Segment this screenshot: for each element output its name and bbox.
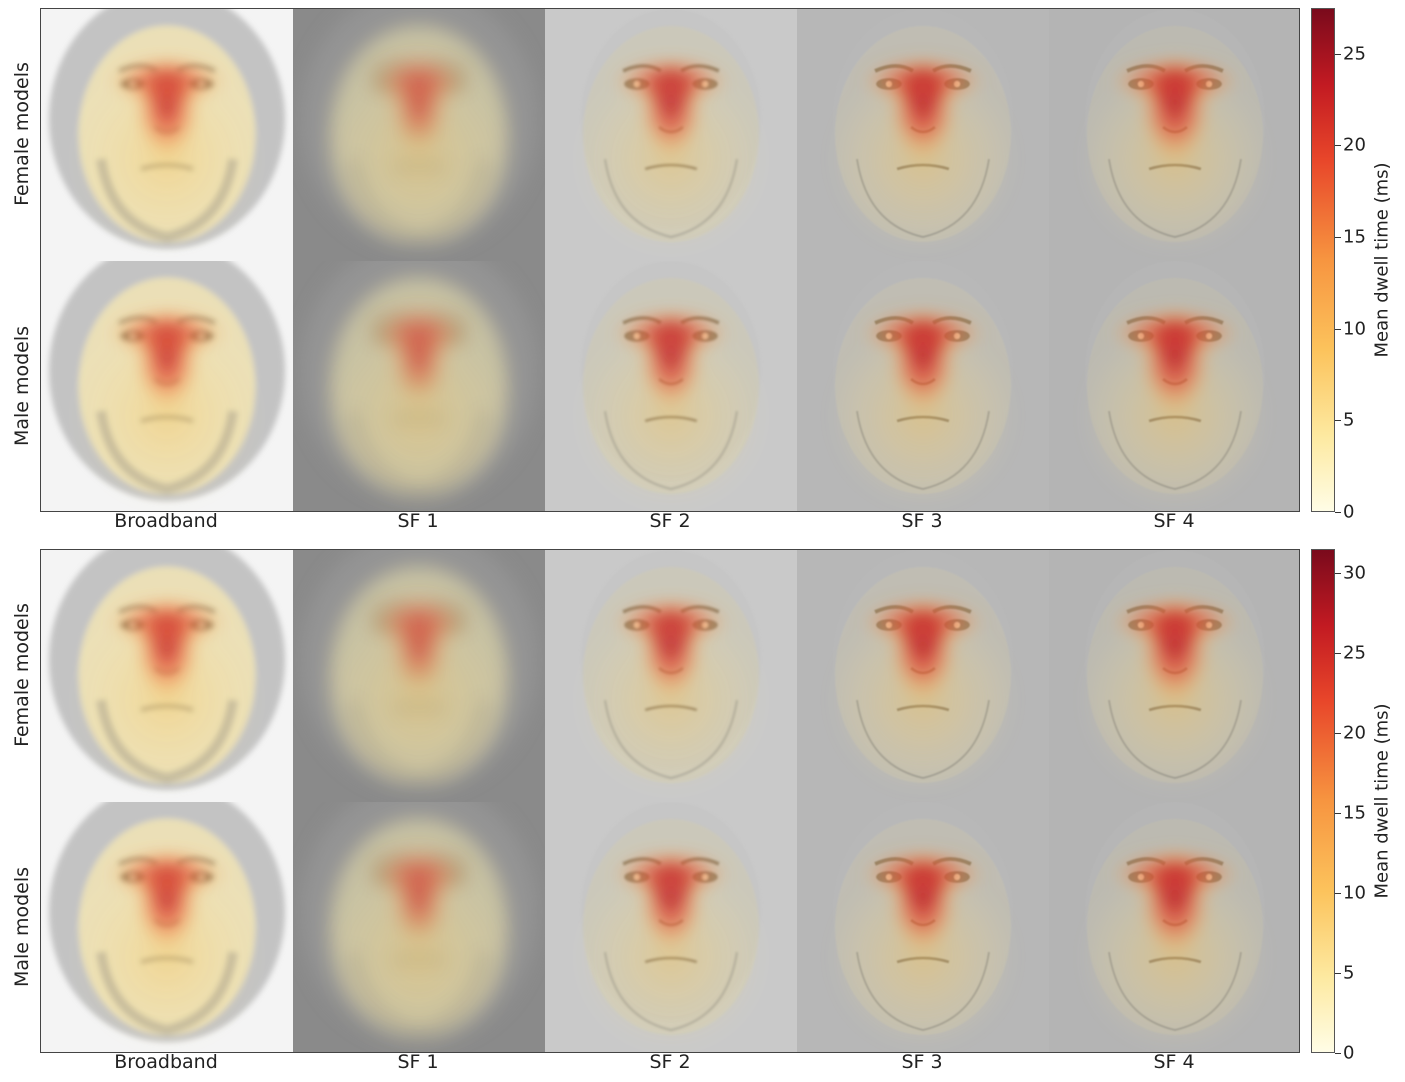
colorbar-tick: [1335, 573, 1341, 574]
heatmap-face-image: [545, 550, 797, 802]
heatmap-face-image: [797, 261, 1049, 511]
heatmap-face-image: [293, 261, 545, 511]
colorbar-tick-label: 5: [1343, 962, 1355, 984]
heatmap-face-image: [1049, 9, 1299, 261]
colorbar-tick-label: 25: [1343, 43, 1366, 65]
heatmap-face-image: [293, 9, 545, 261]
heatmap-face-image: [41, 261, 293, 511]
colorbar-tick: [1335, 512, 1341, 513]
row-label-text: Female models: [11, 603, 33, 747]
image-grid: [40, 549, 1300, 1053]
colorbar-tick-label: 15: [1343, 226, 1366, 248]
colorbar-tick: [1335, 145, 1341, 147]
colorbar-tick: [1335, 237, 1341, 239]
colorbar-tick: [1335, 328, 1341, 330]
image-grid: [40, 8, 1300, 512]
row-label: Male models: [4, 801, 40, 1053]
colorbar-title: Mean dwell time (ms): [1368, 549, 1396, 1053]
colorbar-tick-label: 0: [1343, 1042, 1355, 1064]
heatmap-face-image: [293, 802, 545, 1052]
heatmap-face-image: [41, 802, 293, 1052]
heatmap-face-image: [293, 550, 545, 802]
column-label: SF 1: [397, 510, 439, 532]
colorbar: [1311, 549, 1335, 1053]
colorbar-tick: [1335, 973, 1341, 974]
heatmap-face-image: [797, 550, 1049, 802]
column-label: SF 3: [901, 510, 943, 532]
heatmap-face-image: [41, 550, 293, 802]
bottom-panel: Female models Male models Broadband SF 1 SF …: [0, 541, 1405, 1082]
heatmap-face-image: [545, 261, 797, 511]
column-label: SF 1: [397, 1051, 439, 1073]
row-label-text: Male models: [11, 866, 33, 988]
column-label: SF 2: [649, 1051, 691, 1073]
colorbar-tick: [1335, 813, 1341, 814]
row-label: Female models: [4, 549, 40, 801]
heatmap-face-image: [41, 9, 293, 261]
column-label: SF 2: [649, 510, 691, 532]
heatmap-face-image: [545, 9, 797, 261]
colorbar-tick-label: 15: [1343, 802, 1366, 824]
heatmap-face-image: [1049, 261, 1299, 511]
heatmap-face-image: [1049, 550, 1299, 802]
heatmap-face-image: [797, 802, 1049, 1052]
row-label-text: Female models: [11, 62, 33, 206]
colorbar-tick: [1335, 733, 1341, 734]
colorbar-tick-label: 0: [1343, 501, 1355, 523]
heatmap-face-image: [1049, 802, 1299, 1052]
colorbar-tick-label: 30: [1343, 562, 1366, 584]
row-label: Male models: [4, 260, 40, 512]
colorbar-tick: [1335, 893, 1341, 894]
colorbar-tick-label: 20: [1343, 722, 1366, 744]
colorbar-tick: [1335, 420, 1341, 422]
heatmap-face-image: [797, 9, 1049, 261]
colorbar-title-text: Mean dwell time (ms): [1371, 703, 1393, 899]
heatmap-face-image: [545, 802, 797, 1052]
colorbar-tick-label: 5: [1343, 409, 1355, 431]
colorbar-tick-label: 10: [1343, 318, 1366, 340]
colorbar-title: Mean dwell time (ms): [1368, 8, 1396, 512]
row-label-text: Male models: [11, 325, 33, 447]
column-label: SF 3: [901, 1051, 943, 1073]
colorbar-tick: [1335, 1053, 1341, 1054]
column-label: Broadband: [114, 510, 218, 532]
column-label: Broadband: [114, 1051, 218, 1073]
row-label: Female models: [4, 8, 40, 260]
colorbar-tick-label: 25: [1343, 642, 1366, 664]
colorbar-tick: [1335, 53, 1341, 55]
colorbar-title-text: Mean dwell time (ms): [1371, 162, 1393, 358]
colorbar-tick-label: 20: [1343, 134, 1366, 156]
top-panel: Female models Male models Broadband SF 1 SF …: [4, 8, 1396, 532]
column-label: SF 4: [1153, 1051, 1195, 1073]
column-label: SF 4: [1153, 510, 1195, 532]
colorbar: [1311, 8, 1335, 512]
colorbar-tick: [1335, 653, 1341, 654]
colorbar-tick-label: 10: [1343, 882, 1366, 904]
